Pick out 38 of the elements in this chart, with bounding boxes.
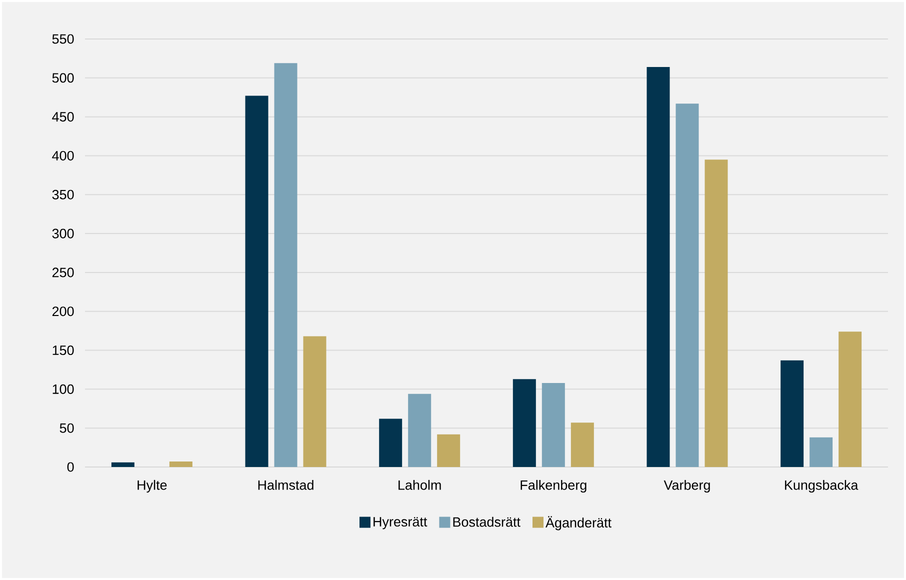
bar: [408, 394, 432, 467]
bar: [512, 379, 536, 467]
x-tick-label: Kungsbacka: [785, 480, 858, 493]
y-tick-label: 350: [52, 190, 74, 200]
y-tick-label: 400: [52, 150, 74, 160]
legend-label: Äganderätt: [546, 516, 612, 530]
bar: [646, 67, 670, 467]
y-tick-label: 200: [52, 306, 74, 316]
x-tick-label: Laholm: [398, 480, 441, 490]
y-tick-label: 250: [52, 268, 74, 278]
bar: [169, 462, 192, 467]
y-tick-label: 150: [52, 345, 74, 356]
x-tick-label: Varberg: [664, 480, 710, 493]
y-tick-label: 50: [60, 423, 74, 433]
bar: [379, 418, 402, 467]
bar: [570, 422, 594, 467]
bar: [245, 96, 268, 467]
bar: [437, 434, 460, 467]
bar: [838, 332, 862, 467]
bar: [810, 437, 833, 467]
legend-label: Hyresrätt: [374, 517, 428, 530]
bar: [303, 336, 326, 467]
bar: [274, 63, 298, 467]
bar: [542, 382, 565, 467]
bar: [676, 104, 699, 467]
y-tick-label: 0: [67, 462, 74, 472]
y-tick-label: 300: [52, 228, 74, 238]
bar: [704, 160, 728, 467]
bar: [111, 462, 134, 467]
y-tick-label: 550: [52, 34, 74, 44]
y-tick-label: 500: [52, 73, 74, 83]
x-tick-label: Hylte: [138, 480, 167, 493]
x-tick-label: Falkenberg: [520, 480, 586, 493]
x-tick-label: Halmstad: [258, 480, 314, 490]
y-tick-label: 100: [52, 384, 74, 394]
bar: [780, 360, 804, 467]
y-tick-label: 450: [52, 112, 74, 122]
legend-label: Bostadsrätt: [453, 516, 520, 527]
